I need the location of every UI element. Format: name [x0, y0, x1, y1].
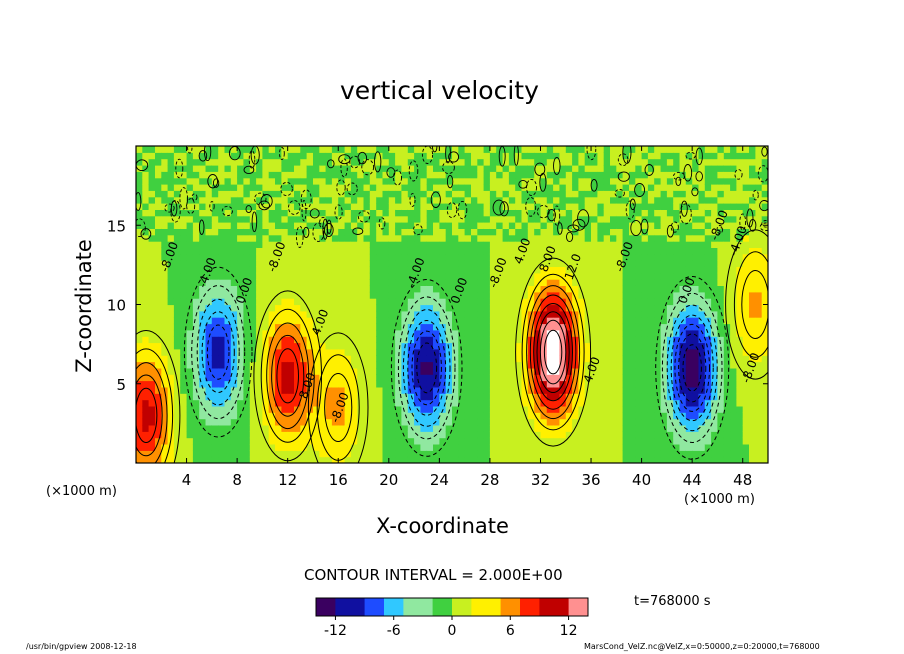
- colorbar-cell: [403, 598, 414, 616]
- x-tick-label: 8: [232, 471, 242, 489]
- y-tick-label: 5: [116, 376, 126, 394]
- colorbar-cell: [374, 598, 385, 616]
- x-tick-label: 32: [531, 471, 550, 489]
- colorbar-tick-label: 12: [560, 623, 578, 639]
- colorbar-cell: [490, 598, 501, 616]
- colorbar-cell: [510, 598, 521, 616]
- colorbar-tick-label: -6: [387, 623, 401, 639]
- x-axis: 4 8 12 16 20 24 28 32 36 40 44 48: [182, 146, 752, 489]
- colorbar-cell: [568, 598, 579, 616]
- y-tick-label: 10: [107, 297, 126, 315]
- x-tick-label: 44: [683, 471, 702, 489]
- colorbar-cell: [393, 598, 404, 616]
- x-tick-label: 40: [632, 471, 651, 489]
- contour-lines: [136, 146, 768, 463]
- colorbar-cell: [442, 598, 453, 616]
- x-tick-label: 36: [581, 471, 600, 489]
- x-tick-label: 48: [733, 471, 752, 489]
- contour-interval-text: CONTOUR INTERVAL = 2.000E+00: [304, 566, 563, 584]
- colorbar-cell: [354, 598, 365, 616]
- colorbar-cell: [335, 598, 346, 616]
- colorbar-cell: [422, 598, 433, 616]
- x-tick-label: 28: [480, 471, 499, 489]
- x-unit-label-right: (×1000 m): [684, 492, 755, 507]
- colorbar-cell: [539, 598, 550, 616]
- colorbar-cell: [325, 598, 336, 616]
- y-axis-label: Z-coordinate: [72, 239, 96, 373]
- x-tick-label: 12: [278, 471, 297, 489]
- colorbar-cell: [471, 598, 482, 616]
- colorbar-cell: [345, 598, 356, 616]
- colorbar-cell: [500, 598, 511, 616]
- colorbar-cell: [578, 598, 589, 616]
- colorbar-cell: [558, 598, 569, 616]
- velocity-field: [136, 146, 768, 463]
- colorbar-cell: [432, 598, 443, 616]
- colorbar-tick-label: -12: [324, 623, 347, 639]
- x-unit-label-left: (×1000 m): [46, 484, 117, 499]
- y-tick-label: 15: [107, 217, 126, 235]
- colorbar-cell: [461, 598, 472, 616]
- colorbar-cell: [481, 598, 492, 616]
- chart-title: vertical velocity: [340, 76, 539, 105]
- x-tick-label: 16: [329, 471, 348, 489]
- colorbar-cell: [364, 598, 375, 616]
- x-tick-label: 20: [379, 471, 398, 489]
- colorbar-cell: [452, 598, 463, 616]
- colorbar-cell: [549, 598, 560, 616]
- footer-left: /usr/bin/gpview 2008-12-18: [26, 642, 137, 651]
- footer-right: MarsCond_VelZ.nc@VelZ,x=0:50000,z=0:2000…: [584, 642, 820, 651]
- colorbar-cell: [529, 598, 540, 616]
- colorbar-tick-label: 6: [506, 623, 515, 639]
- x-tick-label: 4: [182, 471, 192, 489]
- colorbar-cell: [384, 598, 395, 616]
- colorbar-cell: [413, 598, 424, 616]
- colorbar-cell: [316, 598, 327, 616]
- y-axis: 5 10 15: [107, 217, 768, 394]
- x-tick-label: 24: [430, 471, 449, 489]
- colorbar: -12 -6 0 6 12: [315, 597, 589, 639]
- x-axis-label: X-coordinate: [376, 514, 509, 538]
- colorbar-cell: [520, 598, 531, 616]
- time-label: t=768000 s: [634, 594, 711, 609]
- colorbar-tick-label: 0: [448, 623, 457, 639]
